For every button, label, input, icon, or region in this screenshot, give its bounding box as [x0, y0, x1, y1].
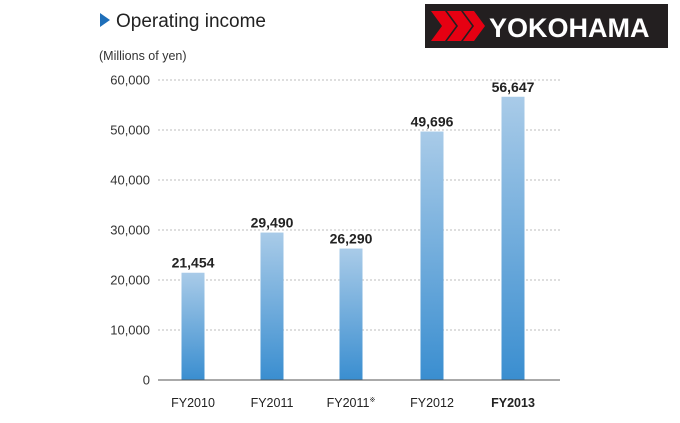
data-label: 21,454 — [172, 255, 215, 271]
chart-title: Operating income — [116, 11, 266, 32]
yokohama-logo: YOKOHAMA — [425, 4, 668, 48]
logo-mark-icon — [431, 11, 485, 41]
bar — [181, 272, 205, 380]
y-tick-label: 0 — [143, 373, 150, 388]
bar — [339, 248, 363, 380]
x-tick-label: FY2011※ — [327, 396, 376, 410]
bar — [420, 131, 444, 380]
bar — [501, 96, 525, 380]
y-tick-label: 20,000 — [110, 273, 150, 288]
y-tick-label: 60,000 — [110, 73, 150, 88]
x-tick-label: FY2010 — [171, 396, 215, 410]
title-triangle-icon — [100, 13, 110, 27]
y-tick-label: 40,000 — [110, 173, 150, 188]
data-label: 56,647 — [492, 79, 535, 95]
y-tick-label: 50,000 — [110, 123, 150, 138]
y-tick-label: 30,000 — [110, 223, 150, 238]
data-label: 29,490 — [251, 215, 294, 231]
data-label: 26,290 — [330, 231, 373, 247]
x-tick-label: FY2012 — [410, 396, 454, 410]
unit-label: (Millions of yen) — [99, 49, 187, 63]
bar — [260, 232, 284, 380]
data-label: 49,696 — [411, 114, 454, 130]
x-tick-label: FY2013 — [491, 396, 535, 410]
logo-text: YOKOHAMA — [489, 13, 650, 43]
x-tick-label: FY2011 — [251, 396, 294, 410]
y-tick-label: 10,000 — [110, 323, 150, 338]
